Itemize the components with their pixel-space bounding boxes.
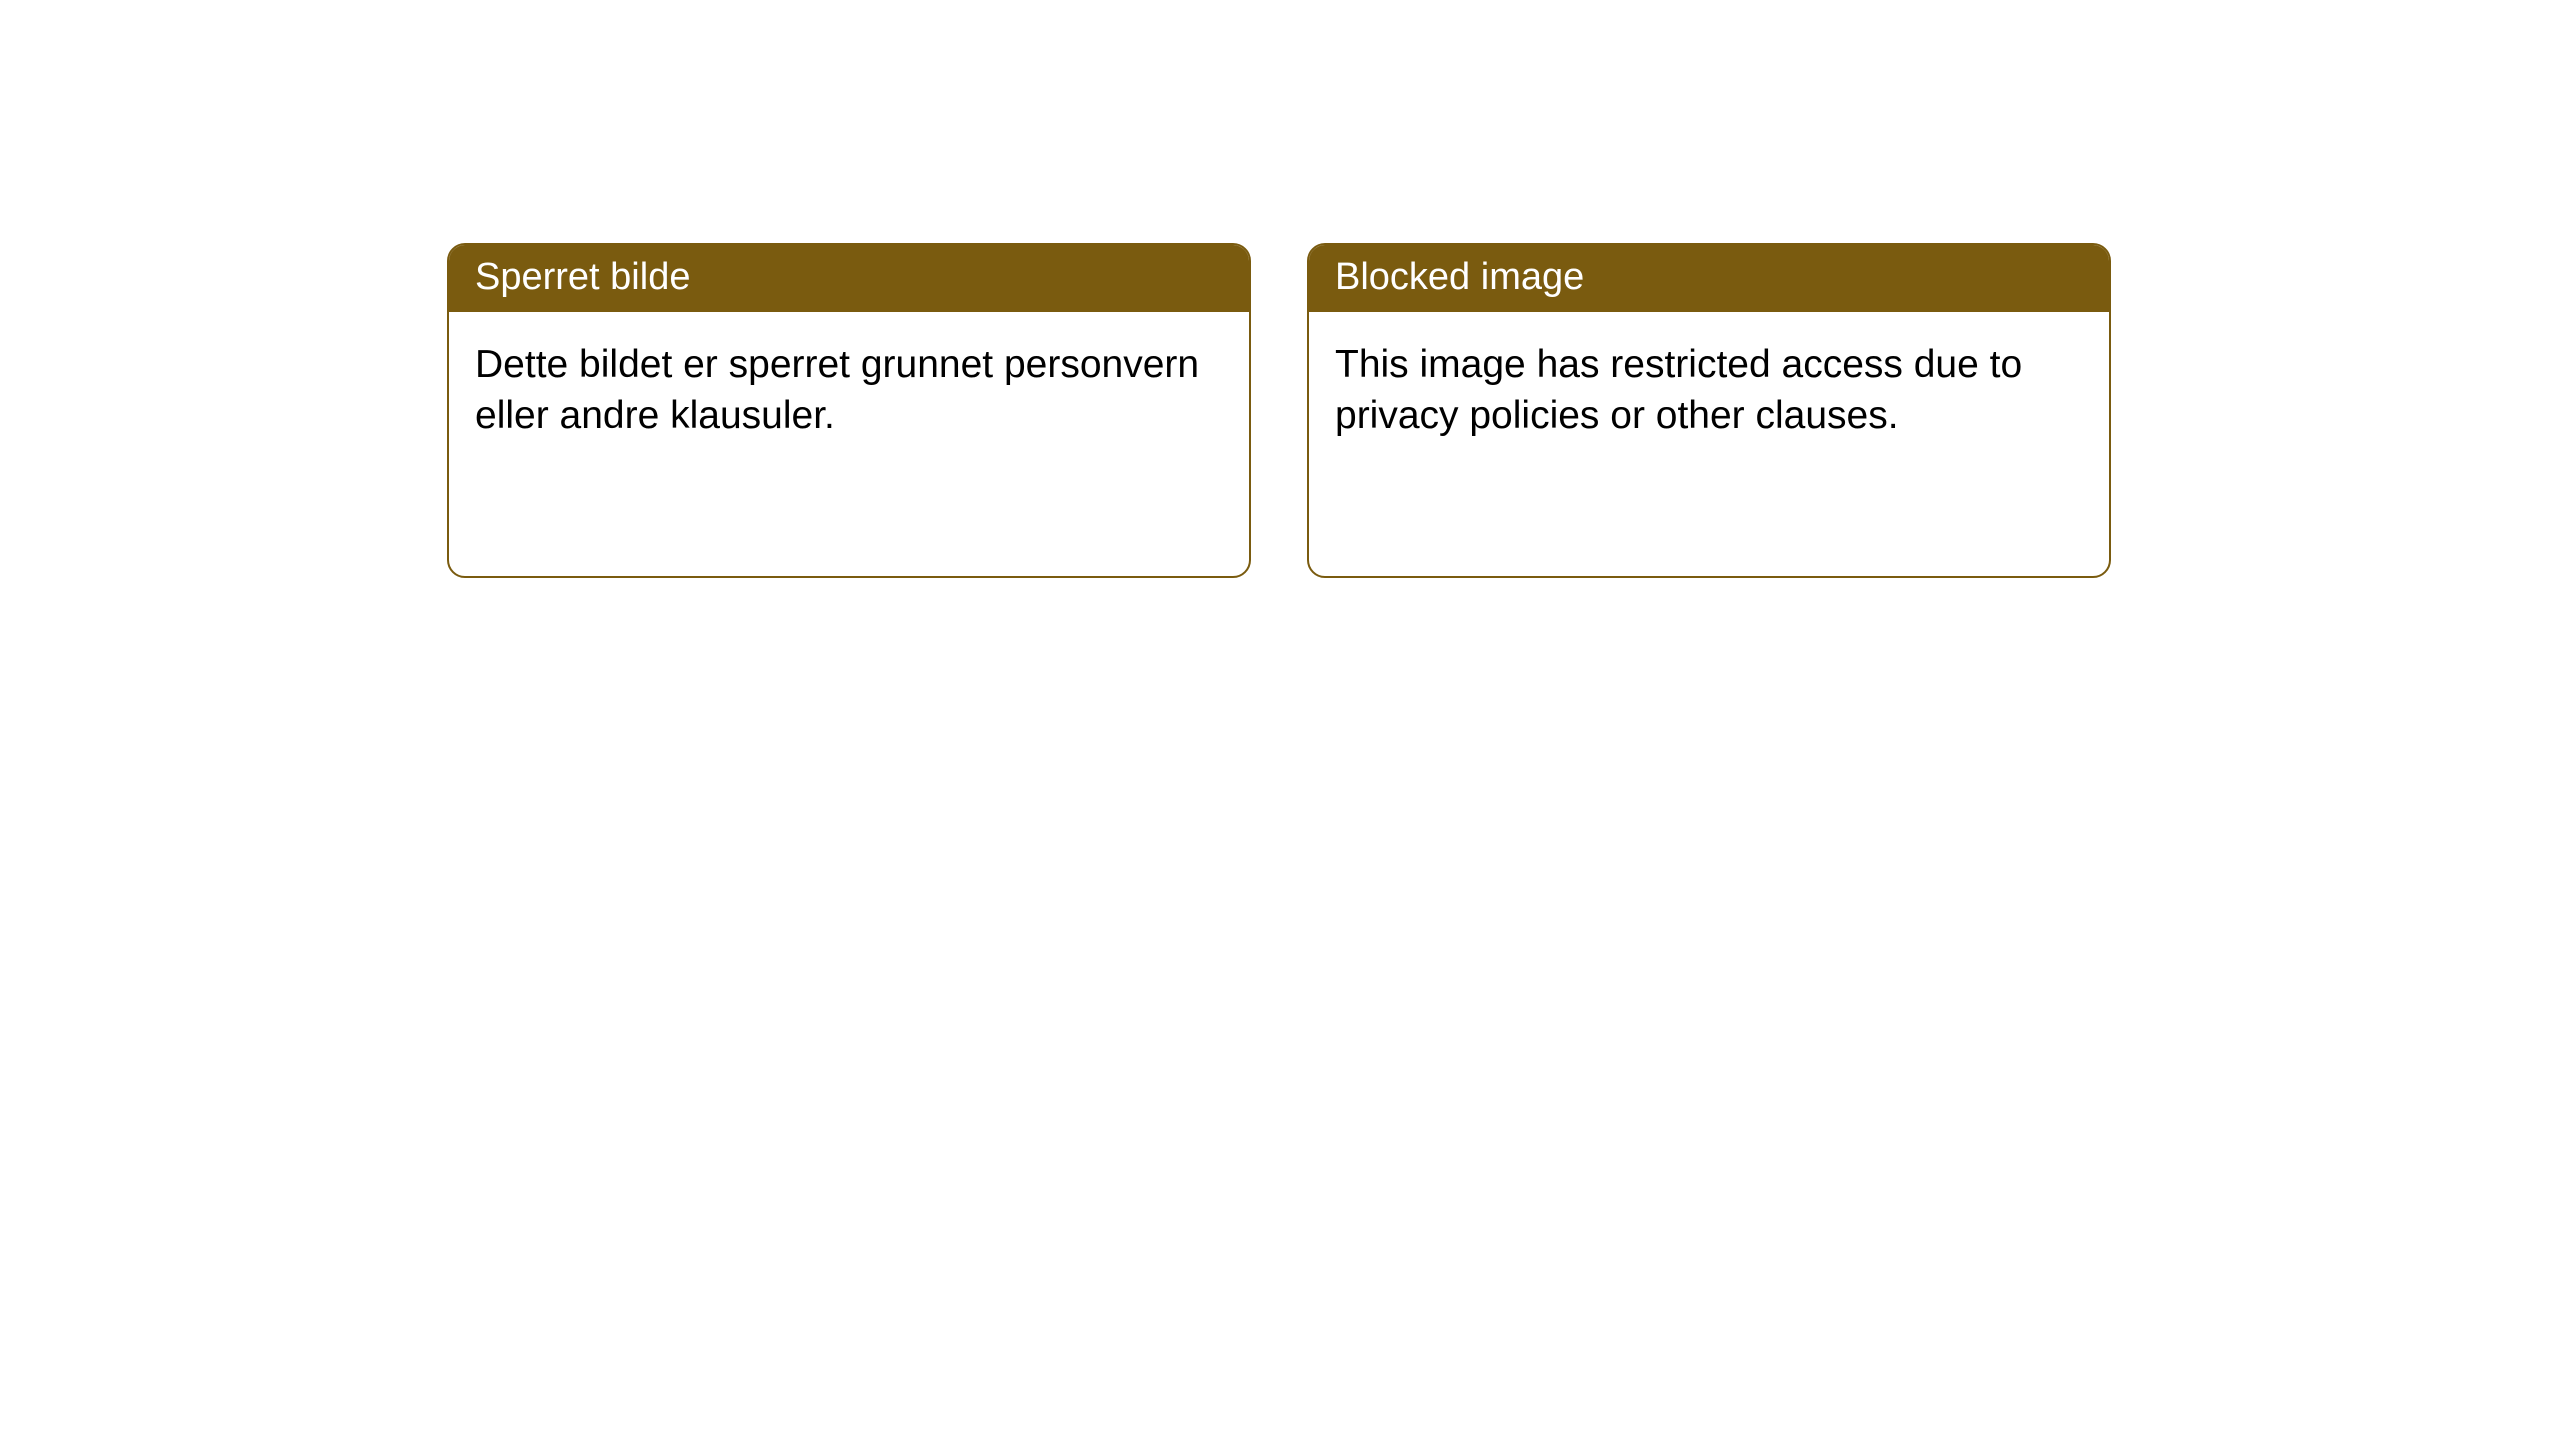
card-body-text: Dette bildet er sperret grunnet personve… [475, 343, 1199, 437]
notice-card-norwegian: Sperret bilde Dette bildet er sperret gr… [447, 243, 1251, 578]
card-header: Blocked image [1309, 245, 2109, 312]
card-body-text: This image has restricted access due to … [1335, 343, 2022, 437]
card-header: Sperret bilde [449, 245, 1249, 312]
card-title: Blocked image [1335, 256, 1584, 298]
card-title: Sperret bilde [475, 256, 690, 298]
card-body: Dette bildet er sperret grunnet personve… [449, 312, 1249, 469]
notice-card-english: Blocked image This image has restricted … [1307, 243, 2111, 578]
notice-container: Sperret bilde Dette bildet er sperret gr… [0, 0, 2560, 578]
card-body: This image has restricted access due to … [1309, 312, 2109, 469]
